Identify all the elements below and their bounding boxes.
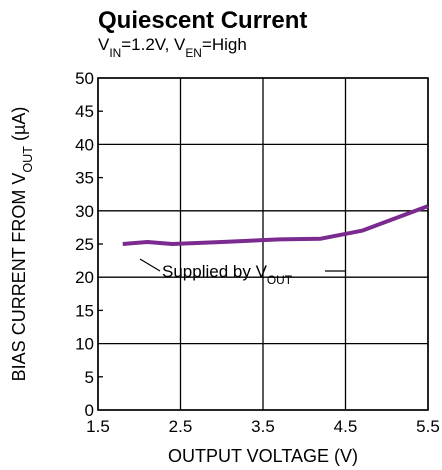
annotation: Supplied by VOUT (162, 262, 292, 287)
text-part: EN (185, 46, 202, 60)
x-tick-label: 4.5 (334, 417, 358, 436)
y-tick-label: 50 (75, 69, 94, 88)
x-tick-label: 1.5 (86, 417, 110, 436)
text-part: =1.2V, V (121, 35, 186, 54)
text-part: OUT (267, 273, 292, 287)
text-part: BIAS CURRENT FROM V (9, 173, 29, 382)
x-tick-label: 5.5 (416, 417, 440, 436)
chart-title: Quiescent Current (98, 7, 307, 34)
y-axis-label: BIAS CURRENT FROM VOUT (µA) (9, 107, 35, 382)
data-line (122, 204, 429, 246)
y-tick-label: 25 (75, 235, 94, 254)
plot-frame (97, 77, 429, 411)
text-part: OUT (21, 146, 35, 173)
x-tick-label: 3.5 (251, 417, 275, 436)
y-tick-label: 40 (75, 135, 94, 154)
y-tick-label: 30 (75, 202, 94, 221)
y-tick-label: 15 (75, 301, 94, 320)
text-part: =High (202, 35, 247, 54)
text-part: IN (109, 46, 121, 60)
text-part: (µA) (9, 107, 29, 146)
y-tick-label: 0 (85, 401, 94, 420)
text-part: V (98, 35, 110, 54)
text-part: Supplied by V (162, 262, 268, 281)
y-tick-label: 10 (75, 335, 94, 354)
y-tick-label: 35 (75, 169, 94, 188)
x-axis-label: OUTPUT VOLTAGE (V) (168, 446, 358, 466)
chart-subtitle: VIN=1.2V, VEN=High (98, 35, 247, 60)
x-tick-label: 2.5 (169, 417, 193, 436)
y-tick-label: 20 (75, 268, 94, 287)
y-tick-label: 5 (85, 368, 94, 387)
y-tick-label: 45 (75, 102, 94, 121)
leader-line (139, 258, 161, 272)
